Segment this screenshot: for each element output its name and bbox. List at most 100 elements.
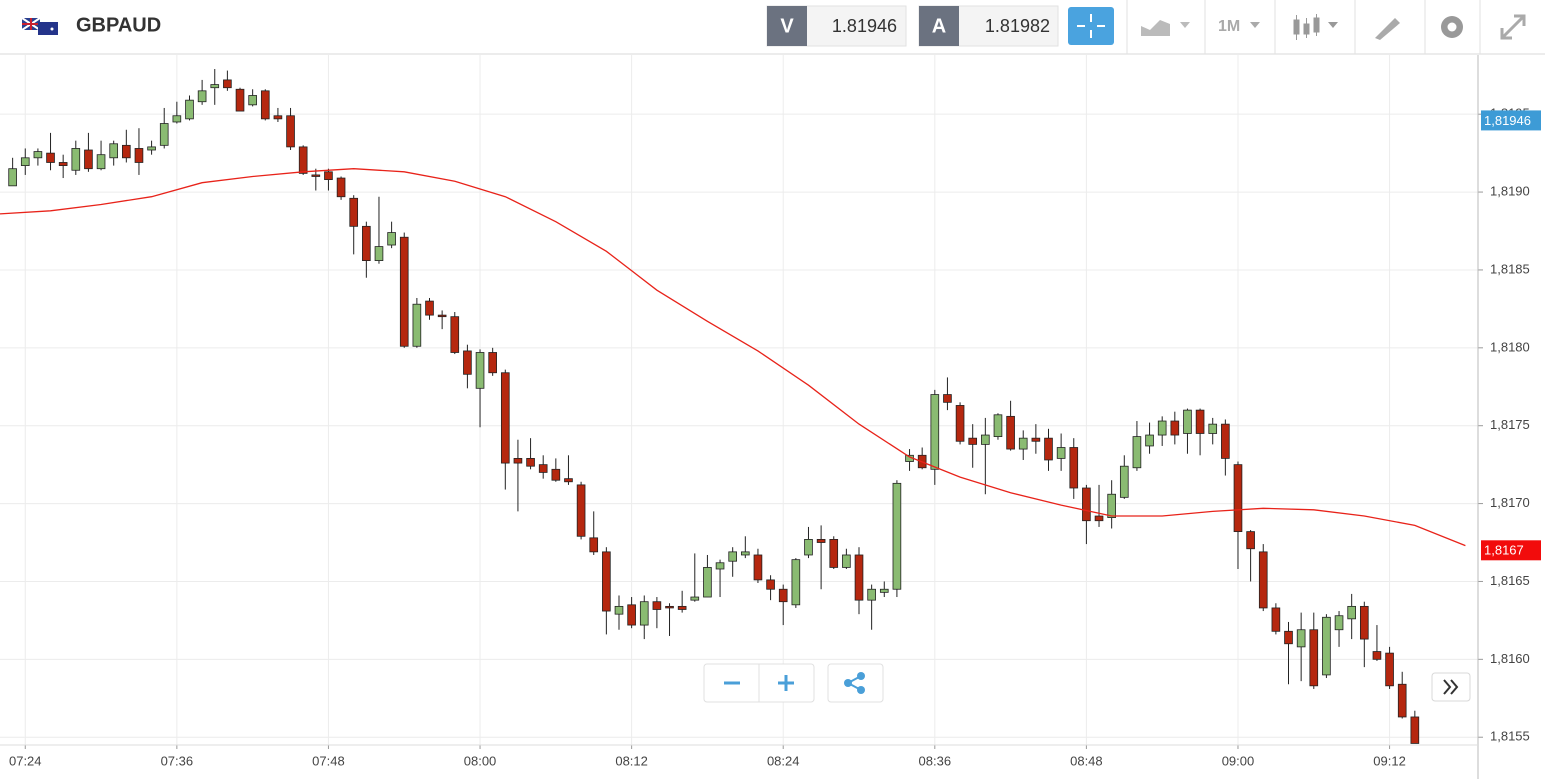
toolbar-separators: [1126, 0, 1481, 54]
candle: [1271, 603, 1281, 635]
candle: [1094, 484, 1104, 527]
candle-body: [1397, 683, 1407, 718]
candle-body: [311, 174, 321, 177]
y-tick-label: 1,8190: [1490, 184, 1530, 199]
crosshair-button[interactable]: [1068, 7, 1114, 45]
candle-body: [248, 95, 257, 106]
candle-body: [46, 152, 55, 163]
price-tag-box: [1481, 110, 1541, 131]
candle-body: [766, 579, 775, 590]
candle: [842, 548, 851, 569]
candle: [1246, 530, 1255, 582]
candle-body: [425, 300, 434, 316]
overlay-tag-box: [1481, 540, 1541, 561]
candle-body: [286, 115, 295, 148]
candle: [1044, 428, 1053, 471]
candle: [1006, 400, 1015, 451]
candle: [1221, 419, 1230, 476]
candle: [500, 369, 510, 490]
candle: [399, 232, 409, 348]
x-tick-label: 08:12: [615, 753, 648, 768]
candle: [159, 107, 169, 149]
candle: [589, 511, 599, 555]
candle-body: [1410, 716, 1420, 744]
candle: [425, 297, 434, 320]
candle: [349, 195, 359, 255]
candle: [829, 536, 839, 569]
candle-body: [235, 88, 245, 112]
candle: [1347, 593, 1356, 640]
candle: [703, 554, 712, 598]
candle: [968, 424, 978, 468]
candle-style-button[interactable]: [1293, 14, 1338, 40]
share-button[interactable]: [827, 663, 884, 703]
candle-body: [1170, 420, 1180, 436]
y-tick-label: 1,8180: [1490, 339, 1530, 354]
candle: [778, 584, 788, 626]
candle: [538, 455, 548, 479]
bid-box[interactable]: V 1.81946: [766, 5, 907, 47]
candle-body: [981, 434, 990, 445]
candle: [690, 553, 700, 602]
candle-body: [867, 588, 876, 601]
overlay-tag: 1,8167: [1484, 543, 1524, 558]
zoom-in-button[interactable]: [778, 675, 794, 691]
candle-body: [475, 352, 485, 389]
candle: [362, 221, 371, 278]
candle: [109, 140, 119, 166]
candle-body: [1233, 464, 1243, 533]
candle-body: [993, 414, 1003, 438]
candle-body: [172, 115, 182, 123]
ask-box[interactable]: A 1.81982: [918, 5, 1059, 47]
candle-body: [463, 350, 472, 375]
candle: [20, 148, 30, 175]
candle-body: [1221, 423, 1230, 459]
candle-body: [260, 90, 270, 120]
timeframe-button[interactable]: 1M: [1218, 18, 1260, 35]
candle: [122, 129, 131, 163]
candle: [298, 145, 308, 175]
candle-body: [71, 148, 81, 171]
candle: [1397, 671, 1407, 719]
candle-body: [614, 605, 624, 615]
candle-body: [58, 162, 68, 166]
candle: [1296, 612, 1306, 682]
settings-button[interactable]: [1441, 16, 1463, 38]
x-tick-label: 07:24: [9, 753, 42, 768]
candle-body: [197, 90, 207, 103]
candle-body: [324, 171, 333, 181]
candle: [1258, 544, 1268, 612]
candle: [1107, 480, 1116, 529]
candle: [1410, 710, 1420, 744]
scroll-right-button[interactable]: [1431, 672, 1471, 702]
candle: [551, 458, 561, 482]
candle-body: [1246, 531, 1255, 550]
candle: [665, 603, 674, 636]
candle-body: [273, 115, 283, 120]
candle-body: [1322, 616, 1331, 676]
candle-body: [185, 99, 194, 120]
candle-body: [336, 177, 346, 198]
symbol: GBPAUD: [76, 14, 161, 36]
candle-body: [1031, 437, 1041, 442]
candle-body: [791, 559, 801, 606]
fullscreen-button[interactable]: [1500, 14, 1526, 40]
candle: [892, 480, 902, 598]
draw-tool-button[interactable]: [1375, 18, 1400, 40]
candle: [134, 128, 144, 175]
candle-body: [1056, 447, 1066, 459]
candle-body: [589, 537, 599, 553]
plot: 1,8155 1,8160 1,8165 1,8170 1,8175 1,8180 1,81…: [0, 55, 1541, 779]
chart-type-button[interactable]: [1141, 20, 1190, 36]
candle: [816, 525, 826, 590]
candle-body: [159, 123, 169, 146]
candle-body: [1258, 551, 1268, 609]
candle-body: [968, 437, 978, 445]
candle-body: [1082, 487, 1091, 522]
candle-body: [842, 554, 851, 568]
candle-body: [1385, 652, 1394, 687]
candle: [235, 87, 245, 112]
candle-body: [33, 151, 43, 159]
candle: [387, 221, 396, 249]
